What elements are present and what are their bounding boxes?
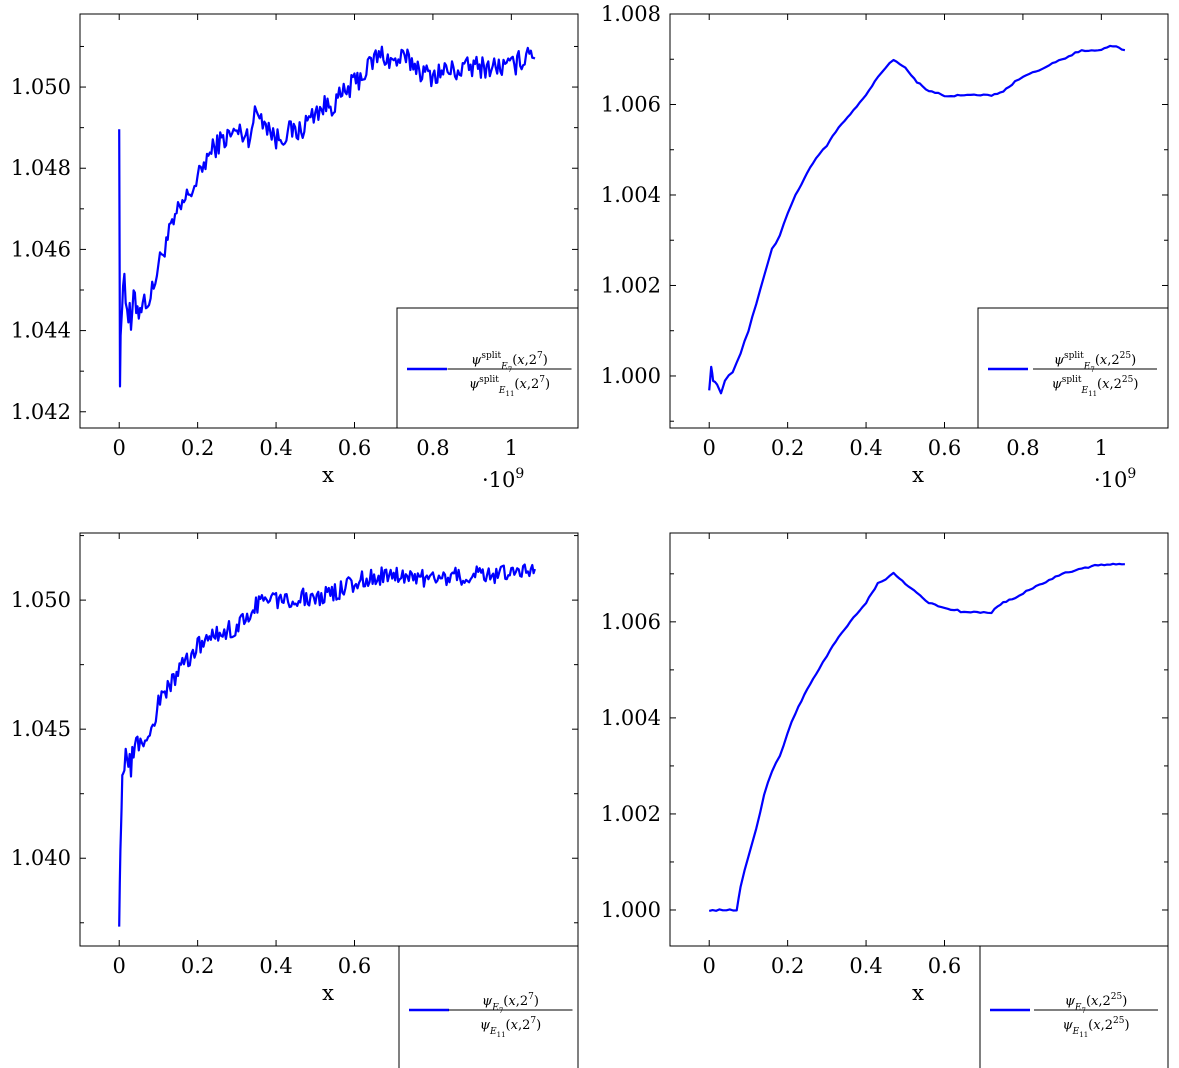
chart-panel-4: 0 0.2 0.4 0.6 1.000 1.002 1.004 1.006 x ψE7(x,225… xyxy=(601,532,1169,1068)
x-tick-label: 0.6 xyxy=(338,954,371,978)
chart-panel-2: 0 0.2 0.4 0.6 0.8 1 1.000 1.002 1.004 1.006 1.008 x… xyxy=(601,2,1169,492)
x-tick-label: 0.2 xyxy=(771,436,804,460)
x-tick-label: 0 xyxy=(703,436,716,460)
x-axis-title: x xyxy=(912,981,924,1005)
x-tick-label: 0.4 xyxy=(849,436,882,460)
series-line xyxy=(708,562,1125,912)
legend-text: ψsplitE11(x,27) xyxy=(469,375,550,398)
y-tick-label: 1.046 xyxy=(11,237,71,261)
plot-frame xyxy=(79,532,579,947)
y-tick-label: 1.000 xyxy=(601,364,661,388)
y-tick-label: 1.002 xyxy=(601,802,661,826)
y-tick-label: 1.008 xyxy=(601,2,661,26)
x-tick-label: 0.6 xyxy=(928,436,961,460)
legend: ψE7(x,27)ψE11(x,27) xyxy=(398,945,579,1068)
y-tick-label: 1.050 xyxy=(11,75,71,99)
legend-text: ψE11(x,225) xyxy=(1062,1016,1129,1039)
legend: ψsplitE7(x,27)ψsplitE11(x,27) xyxy=(396,307,579,429)
legend-text: ψsplitE7(x,27) xyxy=(471,351,548,374)
x-tick-label: 1 xyxy=(505,436,518,460)
x-tick-label: 0 xyxy=(113,436,126,460)
x-tick-label: 0.8 xyxy=(416,436,449,460)
y-tick-label: 1.002 xyxy=(601,273,661,297)
x-tick-label: 0.2 xyxy=(181,436,214,460)
x-tick-label: 1 xyxy=(1095,436,1108,460)
x-tick-label: 0.4 xyxy=(259,436,292,460)
legend-text: ψE7(x,225) xyxy=(1065,992,1128,1015)
y-tick-label: 1.050 xyxy=(11,588,71,612)
x-tick-label: 0.6 xyxy=(338,436,371,460)
plot-frame xyxy=(79,13,579,429)
x-tick-label: 0.8 xyxy=(1006,436,1039,460)
series-line xyxy=(118,45,536,388)
x-tick-label: 0.4 xyxy=(259,954,292,978)
legend-text: ψE7(x,27) xyxy=(482,992,539,1015)
legend-box xyxy=(398,945,579,1068)
y-tick-label: 1.004 xyxy=(601,706,661,730)
legend-text: ψE11(x,27) xyxy=(480,1016,541,1039)
x-tick-label: 0.4 xyxy=(849,954,882,978)
x-axis-title: x xyxy=(912,463,924,487)
series-line xyxy=(118,563,536,927)
chart-panel-3: 0 0.2 0.4 0.6 1.040 1.045 1.050 x ψE7(x,27)ψE11(… xyxy=(11,532,579,1068)
plot-frame xyxy=(669,532,1169,947)
x-axis-title: x xyxy=(322,981,334,1005)
y-tick-label: 1.006 xyxy=(601,610,661,634)
legend-box xyxy=(979,945,1169,1068)
y-tick-label: 1.045 xyxy=(11,717,71,741)
y-tick-label: 1.040 xyxy=(11,846,71,870)
legend: ψsplitE7(x,225)ψsplitE11(x,225) xyxy=(977,307,1169,429)
plot-frame xyxy=(669,13,1169,429)
legend-text: ψsplitE7(x,225) xyxy=(1054,351,1136,374)
x-tick-label: 0 xyxy=(703,954,716,978)
chart-panel-1: 0 0.2 0.4 0.6 0.8 1 1.042 1.044 1.046 1.048 1.050 x… xyxy=(11,13,579,492)
legend-text: ψsplitE11(x,225) xyxy=(1052,375,1139,398)
x-tick-label: 0.2 xyxy=(771,954,804,978)
y-tick-label: 1.048 xyxy=(11,156,71,180)
y-tick-label: 1.004 xyxy=(601,183,661,207)
x-tick-label: 0.6 xyxy=(928,954,961,978)
y-tick-label: 1.000 xyxy=(601,898,661,922)
x-tick-label: 0.2 xyxy=(181,954,214,978)
y-tick-label: 1.006 xyxy=(601,92,661,116)
y-tick-label: 1.044 xyxy=(11,319,71,343)
y-tick-label: 1.042 xyxy=(11,400,71,424)
legend: ψE7(x,225)ψE11(x,225) xyxy=(979,945,1169,1068)
series-line xyxy=(708,44,1126,395)
x-axis-title: x xyxy=(322,463,334,487)
x-scale-label: ·109 xyxy=(482,466,524,492)
x-scale-label: ·109 xyxy=(1094,466,1136,492)
x-tick-label: 0 xyxy=(113,954,126,978)
